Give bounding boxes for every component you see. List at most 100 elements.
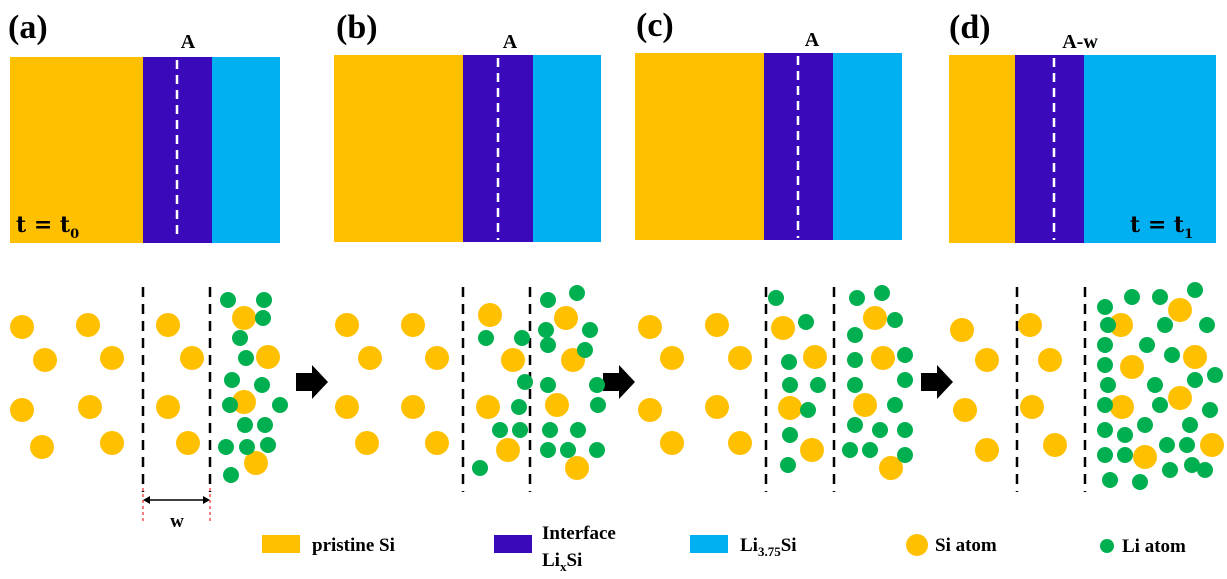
si-atom	[863, 306, 887, 330]
li-atom	[542, 422, 558, 438]
li-atom	[872, 422, 888, 438]
si-atom	[425, 431, 449, 455]
time-text: t = t	[16, 212, 71, 238]
li-atom	[1102, 472, 1118, 488]
li-atom	[1100, 377, 1116, 393]
li-atom	[1147, 377, 1163, 393]
si-atom	[800, 438, 824, 462]
li-atom	[810, 377, 826, 393]
si-atom	[401, 395, 425, 419]
si-atom	[853, 393, 877, 417]
legend-label: pristine Si	[312, 535, 395, 556]
si-atom	[1120, 355, 1144, 379]
arrow-head	[143, 496, 150, 504]
li-atom	[1097, 299, 1113, 315]
panel-a: (a) A t = t0	[8, 9, 280, 243]
li-atom	[1179, 437, 1195, 453]
li-atom	[272, 397, 288, 413]
si-atom	[100, 346, 124, 370]
li-atom	[577, 342, 593, 358]
panel-label: (b)	[336, 9, 378, 46]
panel-c: (c) A	[635, 7, 902, 240]
legend-text: Si	[566, 550, 582, 571]
si-atom	[1133, 445, 1157, 469]
si-atom	[803, 345, 827, 369]
li-atom	[582, 322, 598, 338]
li-atom	[897, 372, 913, 388]
pristine-region	[334, 55, 463, 242]
li-atom	[1164, 347, 1180, 363]
si-atom	[335, 395, 359, 419]
li-atom	[1137, 417, 1153, 433]
li-atom	[589, 377, 605, 393]
legend-si-atom	[906, 534, 928, 556]
legend-label: Interface	[542, 523, 616, 544]
panel-label: (a)	[8, 9, 48, 46]
li-atom	[1097, 447, 1113, 463]
li-atom	[570, 422, 586, 438]
si-atom	[501, 348, 525, 372]
li-atom	[1132, 474, 1148, 490]
step-arrow	[296, 365, 328, 399]
si-atom	[1038, 348, 1062, 372]
li-atom	[589, 442, 605, 458]
si-atom	[355, 431, 379, 455]
li-atom	[847, 377, 863, 393]
li-atom	[220, 292, 236, 308]
panel-label: (d)	[949, 9, 991, 46]
si-atom	[1018, 313, 1042, 337]
si-atom	[950, 318, 974, 342]
li-atom	[1202, 402, 1218, 418]
legend-text: Li	[542, 550, 560, 571]
front-label: A	[805, 29, 820, 51]
legend-label: Li3.75Si	[740, 535, 797, 559]
si-atom	[771, 316, 795, 340]
li-atom	[897, 422, 913, 438]
legend-swatch	[690, 535, 728, 553]
li-atom	[847, 327, 863, 343]
legend-label: Si atom	[935, 535, 997, 556]
si-atom	[975, 438, 999, 462]
li-atom	[897, 347, 913, 363]
li-atom	[1097, 357, 1113, 373]
li-atom	[590, 397, 606, 413]
step-arrow	[921, 365, 953, 399]
li-atom	[874, 285, 890, 301]
li-atom	[897, 447, 913, 463]
li-atom	[887, 312, 903, 328]
time-sub: 0	[70, 227, 79, 242]
si-atom	[565, 456, 589, 480]
time-text: t = t	[1130, 212, 1185, 238]
li-atom	[768, 290, 784, 306]
si-atom	[1200, 433, 1224, 457]
si-atom	[476, 395, 500, 419]
li-atom	[1159, 437, 1175, 453]
si-atom	[1168, 298, 1192, 322]
li-atom	[1117, 427, 1133, 443]
si-atom	[478, 303, 502, 327]
legend-li-atom	[1100, 539, 1114, 553]
li-atom	[1097, 422, 1113, 438]
li-atom	[1152, 289, 1168, 305]
si-atom	[358, 346, 382, 370]
li-atom	[255, 310, 271, 326]
front-label: A-w	[1062, 31, 1098, 53]
li-atom	[218, 439, 234, 455]
si-atom	[156, 395, 180, 419]
li-atom	[1197, 462, 1213, 478]
li-atom	[1199, 317, 1215, 333]
figure: (a) A t = t0 (b) A (c) A (d) A-w t = t1 …	[0, 0, 1227, 579]
li-atom	[540, 377, 556, 393]
si-atom	[156, 313, 180, 337]
panel-b: (b) A	[334, 9, 601, 242]
si-atom	[953, 398, 977, 422]
li-atom	[1207, 367, 1223, 383]
product-region	[833, 53, 902, 240]
si-atom	[180, 346, 204, 370]
si-atom	[232, 306, 256, 330]
li-atom	[512, 422, 528, 438]
si-atom	[401, 313, 425, 337]
legend-swatch	[262, 535, 300, 553]
time-label: t = t1	[1130, 212, 1193, 242]
li-atom	[1152, 397, 1168, 413]
